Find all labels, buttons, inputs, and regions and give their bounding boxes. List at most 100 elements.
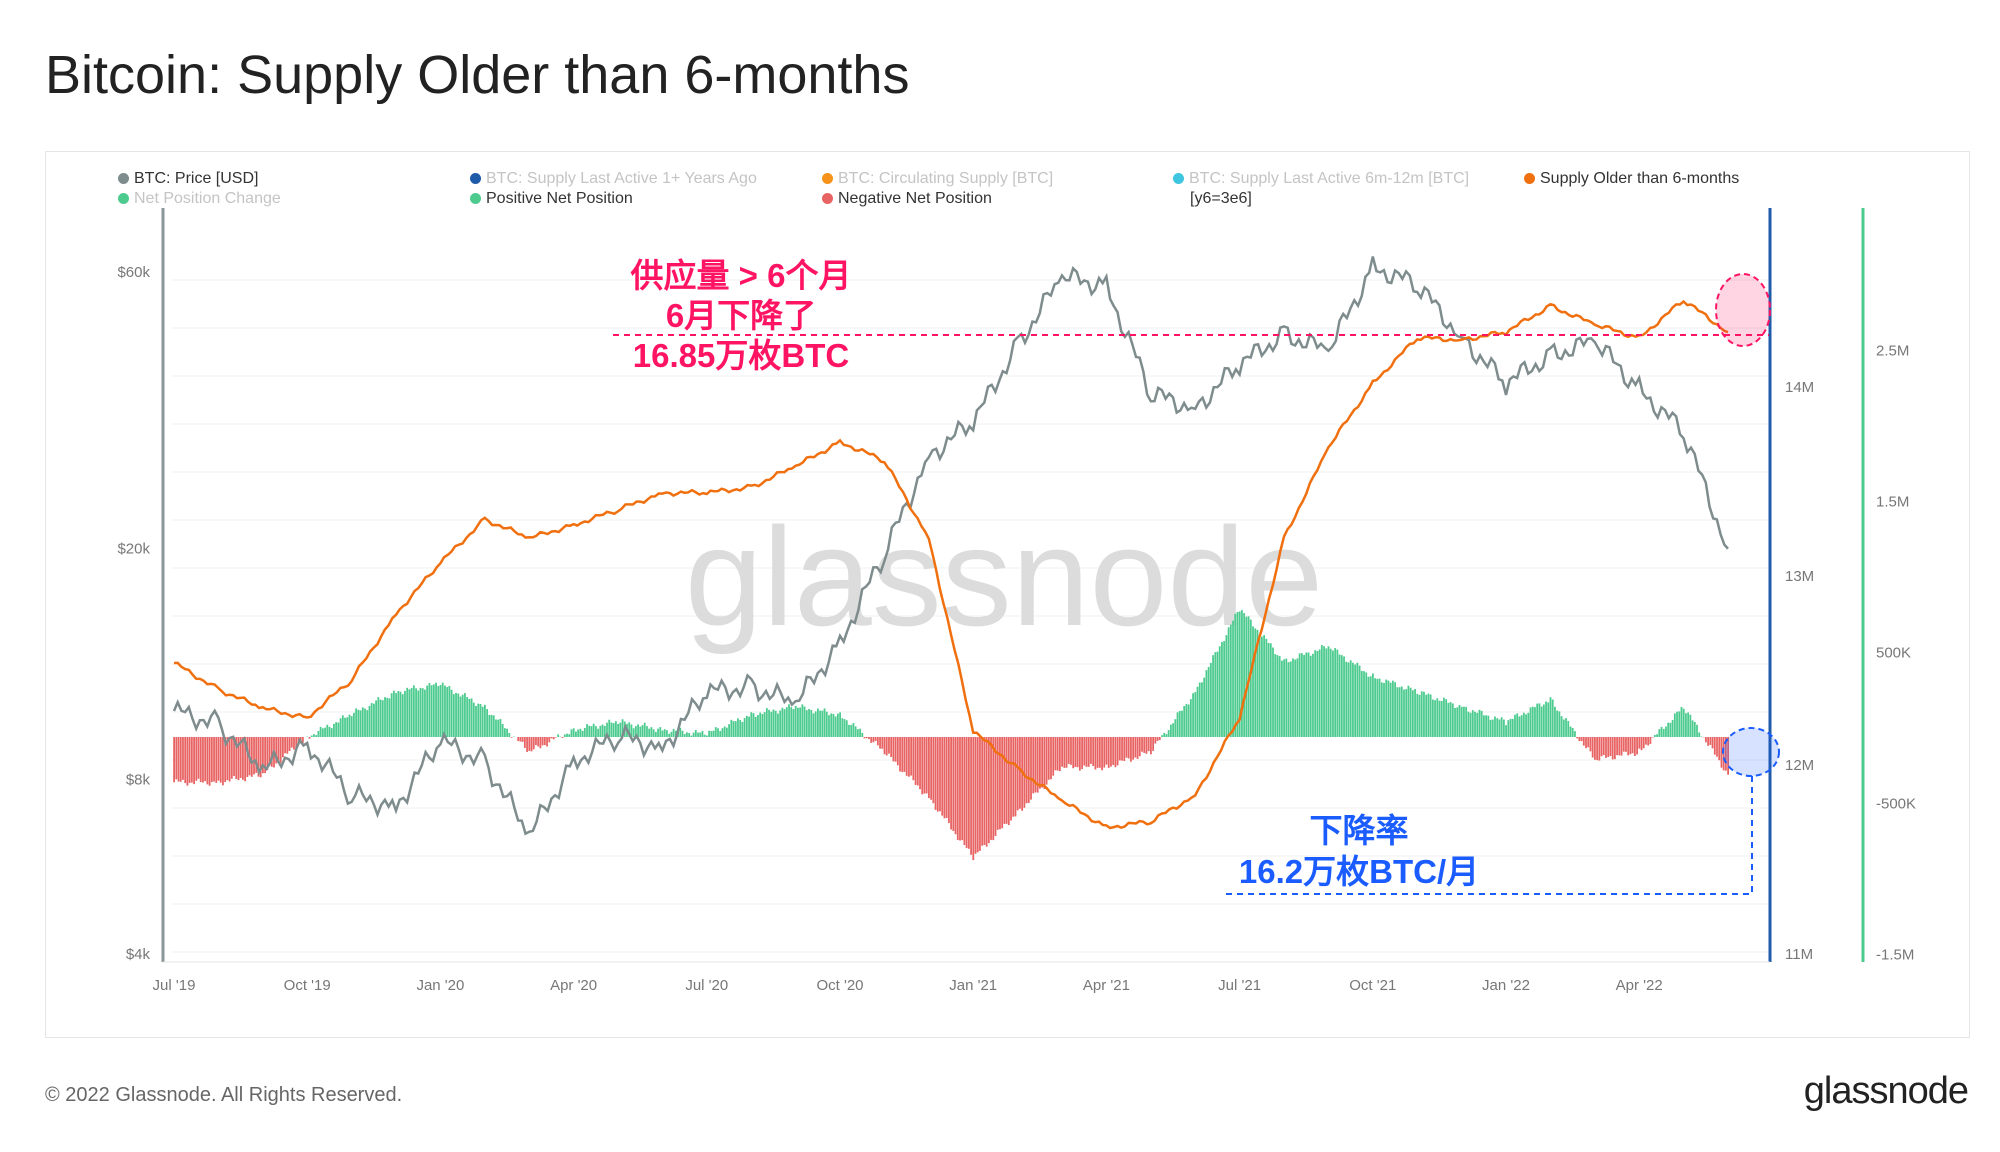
negative-bar (206, 737, 209, 785)
positive-bar (1385, 679, 1388, 737)
positive-bar (1338, 654, 1341, 737)
legend-label: BTC: Supply Last Active 6m-12m [BTC] (1189, 170, 1470, 187)
positive-bar (1298, 653, 1301, 737)
positive-bar (852, 722, 855, 737)
positive-bar (672, 728, 675, 737)
positive-bar (1463, 706, 1465, 737)
positive-bar (1560, 716, 1563, 737)
positive-bar (1327, 646, 1330, 737)
positive-bar (1187, 704, 1190, 737)
negative-bar (1147, 737, 1150, 752)
positive-bar (1305, 652, 1308, 737)
legend-item[interactable]: [y6=3e6] (1190, 190, 1252, 208)
legend-dot-icon (1524, 173, 1535, 184)
negative-bar (526, 737, 528, 752)
negative-bar (1633, 737, 1636, 756)
negative-bar (1127, 737, 1130, 759)
negative-bar (1032, 737, 1035, 794)
positive-bar (739, 720, 742, 737)
negative-bar (1065, 737, 1068, 768)
positive-bar (657, 728, 659, 737)
positive-bar (499, 718, 502, 737)
legend-item[interactable]: Negative Net Position (822, 190, 992, 208)
positive-bar (730, 719, 733, 737)
positive-bar (1405, 689, 1408, 737)
positive-bar (1347, 662, 1350, 737)
positive-bar (754, 716, 757, 737)
negative-bar (941, 737, 944, 816)
positive-bar (488, 714, 491, 737)
negative-bar (985, 737, 988, 847)
legend-item[interactable]: BTC: Supply Last Active 6m-12m [BTC] (1173, 170, 1469, 188)
positive-bar (819, 710, 822, 737)
positive-bar (386, 697, 389, 737)
negative-bar (519, 737, 522, 742)
negative-bar (1039, 737, 1041, 789)
positive-bar (1214, 652, 1217, 737)
negative-bar (1063, 737, 1066, 768)
positive-bar (370, 703, 373, 737)
positive-bar (566, 733, 568, 737)
positive-bar (1507, 720, 1510, 737)
negative-bar (1640, 737, 1643, 751)
positive-bar (1418, 694, 1421, 737)
negative-bar (1121, 737, 1123, 761)
negative-bar (987, 737, 990, 844)
negative-bar (186, 737, 189, 786)
negative-bar (262, 737, 264, 774)
positive-bar (468, 698, 471, 737)
positive-bar (1529, 707, 1532, 737)
negative-bar (1649, 737, 1652, 744)
positive-bar (341, 715, 344, 737)
x-tick-label: Oct '21 (1349, 977, 1396, 994)
positive-bar (670, 731, 673, 737)
positive-bar (455, 692, 457, 737)
positive-bar (590, 726, 593, 737)
positive-bar (337, 722, 340, 737)
negative-bar (923, 737, 926, 794)
negative-bar (1105, 737, 1108, 765)
negative-bar (204, 737, 207, 782)
negative-bar (1600, 737, 1603, 757)
positive-bar (1163, 732, 1166, 737)
negative-bar (1098, 737, 1101, 768)
negative-bar (1598, 737, 1601, 761)
negative-bar (224, 737, 227, 783)
positive-bar (410, 688, 413, 737)
positive-bar (432, 684, 435, 737)
positive-bar (688, 733, 691, 737)
positive-bar (355, 708, 358, 737)
negative-bar (901, 737, 904, 772)
positive-bar (1227, 627, 1230, 737)
positive-bar (1289, 661, 1292, 737)
positive-bar (765, 708, 768, 737)
glassnode-logo: glassnode (1803, 1070, 1969, 1112)
positive-bar (770, 711, 773, 737)
negative-bar (561, 737, 564, 739)
positive-bar (712, 730, 715, 737)
negative-bar (1724, 737, 1727, 771)
negative-bar (281, 737, 284, 758)
positive-bar (461, 694, 464, 737)
negative-bar (1027, 737, 1030, 803)
rate-annotation-text: 下降率 (1310, 812, 1409, 849)
legend-item[interactable]: BTC: Supply Last Active 1+ Years Ago (470, 170, 757, 188)
x-tick-label: Jul '21 (1218, 977, 1261, 994)
legend-item[interactable]: Positive Net Position (470, 190, 633, 208)
positive-bar (632, 728, 635, 737)
negative-bar (1647, 737, 1650, 746)
legend-item[interactable]: BTC: Price [USD] (118, 170, 258, 188)
positive-bar (379, 699, 382, 737)
legend-item[interactable]: Supply Older than 6-months (1524, 170, 1739, 188)
negative-bar (999, 737, 1001, 830)
positive-bar (828, 715, 830, 737)
positive-bar (406, 687, 409, 737)
positive-bar (437, 686, 440, 737)
legend-item[interactable]: BTC: Circulating Supply [BTC] (822, 170, 1053, 188)
positive-bar (646, 726, 648, 737)
positive-bar (581, 730, 584, 737)
legend-item[interactable]: Net Position Change (118, 190, 281, 208)
positive-bar (1425, 694, 1428, 737)
negative-bar (253, 737, 255, 775)
